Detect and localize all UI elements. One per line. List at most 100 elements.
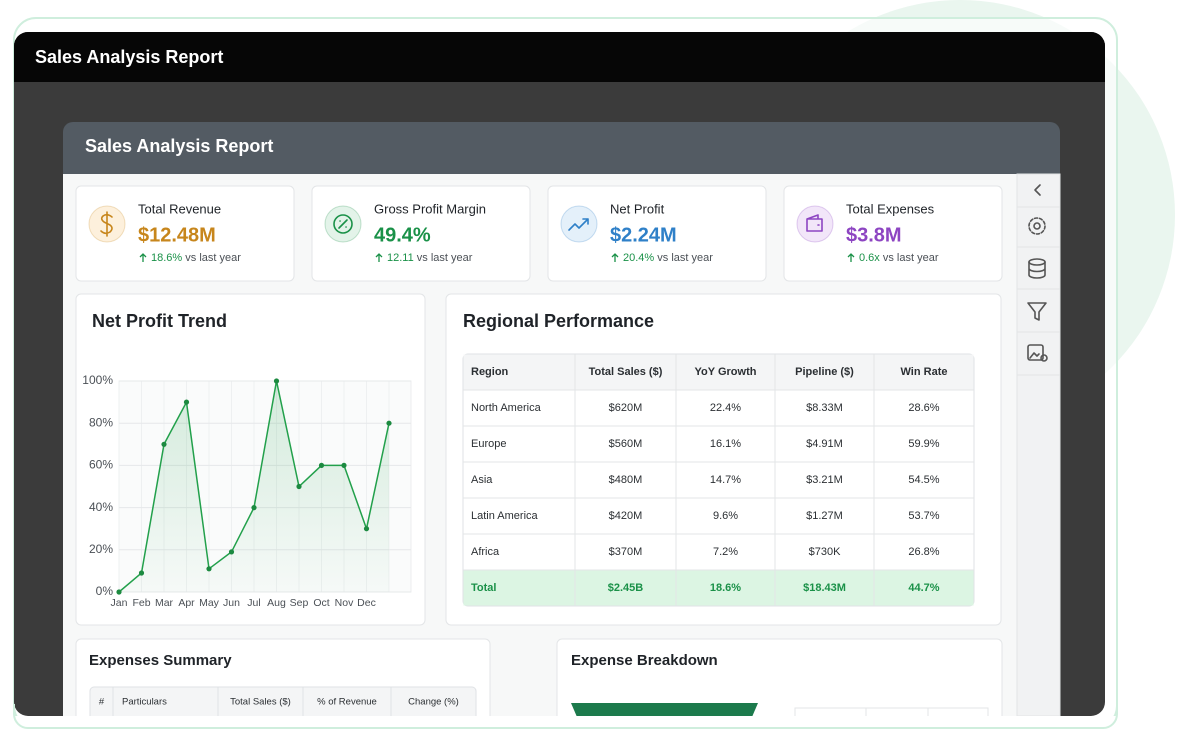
table-cell: $480M [609, 474, 643, 486]
point [341, 462, 347, 468]
total-row-bg [463, 570, 974, 606]
column-header: Win Rate [901, 366, 948, 378]
point [363, 526, 370, 532]
settings-icon[interactable] [1028, 217, 1046, 235]
table-cell: Africa [471, 546, 500, 558]
table-cell: $8.33M [806, 402, 843, 414]
table-cell: 9.6% [713, 510, 738, 522]
kpi-glyph [100, 211, 113, 237]
table-cell: $4.91M [806, 438, 843, 450]
dollar-glyph [100, 211, 113, 237]
kpi-value: 49.4% [374, 224, 431, 246]
column-header: # [99, 697, 105, 708]
point [318, 462, 325, 468]
table-cell: $1.27M [806, 510, 843, 522]
kpi-change-line: 0.6x vs last year [859, 252, 939, 264]
column-header: YoY Growth [695, 366, 757, 378]
table-cell: $560M [609, 438, 643, 450]
kpi-value: $2.24M [610, 224, 677, 246]
up-arrow [611, 253, 619, 262]
report-header [63, 122, 1060, 174]
image-settings-icon[interactable] [1027, 344, 1048, 362]
total-cell: $18.43M [803, 582, 846, 594]
column-header: Change (%) [408, 697, 459, 708]
table-cell: $370M [609, 546, 643, 558]
y-tick-label: 60% [89, 458, 113, 472]
point [183, 399, 190, 405]
expense-breakdown-title: Expense Breakdown [571, 652, 718, 669]
outer-frame-bottom [13, 704, 1118, 729]
total-cell: 18.6% [710, 582, 741, 594]
table-cell: North America [471, 402, 542, 414]
table-cell: 16.1% [710, 438, 741, 450]
y-tick-label: 80% [89, 415, 113, 429]
table-cell: 28.6% [908, 402, 939, 414]
x-tick-label: May [199, 597, 220, 609]
report-title: Sales Analysis Report [85, 136, 273, 156]
data-icon[interactable] [1028, 258, 1046, 279]
kpi-change: 0.6x [859, 252, 880, 264]
table-cell: 54.5% [908, 474, 939, 486]
table-cell: 59.9% [908, 438, 939, 450]
table-cell: 26.8% [908, 546, 939, 558]
table-cell: Europe [471, 438, 506, 450]
x-tick-label: Jun [223, 597, 240, 609]
kpi-note: vs last year [883, 252, 939, 264]
trend-title: Net Profit Trend [92, 311, 227, 331]
wallet-glyph [806, 214, 823, 232]
sidebar [1016, 173, 1061, 717]
point [138, 570, 145, 576]
filter-icon[interactable] [1027, 302, 1047, 321]
kpi-change-line: 20.4% vs last year [623, 252, 713, 264]
x-tick-label: Sep [290, 597, 309, 609]
up-arrow [139, 253, 147, 262]
collapse-icon[interactable] [1034, 184, 1041, 196]
column-header: % of Revenue [317, 697, 377, 708]
kpi-card [783, 185, 1003, 282]
point [228, 549, 235, 555]
kpi-card [75, 185, 295, 282]
kpi-card [311, 185, 531, 282]
x-tick-label: Dec [357, 597, 376, 609]
trend-glyph [568, 218, 589, 231]
total-cell: $2.45B [608, 582, 644, 594]
column-header: Total Sales ($) [230, 697, 291, 708]
table-cell: $3.21M [806, 474, 843, 486]
kpi-label: Net Profit [610, 201, 665, 216]
kpi-glyph [568, 218, 589, 231]
y-tick-label: 0% [96, 584, 114, 598]
kpi-card [547, 185, 767, 282]
kpi-glyph [806, 214, 823, 232]
bottom-mask [0, 716, 1180, 730]
table-cell: $420M [609, 510, 643, 522]
kpi-glyph [333, 214, 353, 234]
kpi-label: Total Revenue [138, 201, 221, 216]
x-tick-label: Feb [132, 597, 150, 609]
kpi-value: $3.8M [846, 224, 902, 246]
table-cell: $730K [809, 546, 841, 558]
column-header: Region [471, 366, 509, 378]
kpi-note: vs last year [657, 252, 713, 264]
kpi-value: $12.48M [138, 224, 216, 246]
column-header: Particulars [122, 697, 167, 708]
kpi-icon [560, 205, 598, 243]
funnel-segment [571, 703, 758, 717]
table-cell: Latin America [471, 510, 539, 522]
point [273, 378, 280, 384]
window-header [14, 32, 1105, 82]
expenses-summary-title: Expenses Summary [89, 652, 232, 669]
x-tick-label: Nov [335, 597, 354, 609]
area [119, 381, 389, 592]
table-header-bg [463, 354, 974, 391]
kpi-change-line: 18.6% vs last year [151, 252, 241, 264]
y-tick-label: 40% [89, 500, 113, 514]
kpi-change: 12.11 [387, 252, 414, 264]
kpi-change: 18.6% [151, 252, 182, 264]
table-cell: Asia [471, 474, 493, 486]
kpi-note: vs last year [417, 252, 473, 264]
point [161, 441, 167, 447]
point [251, 505, 257, 511]
table-cell: 53.7% [908, 510, 939, 522]
table-cell: 22.4% [710, 402, 741, 414]
